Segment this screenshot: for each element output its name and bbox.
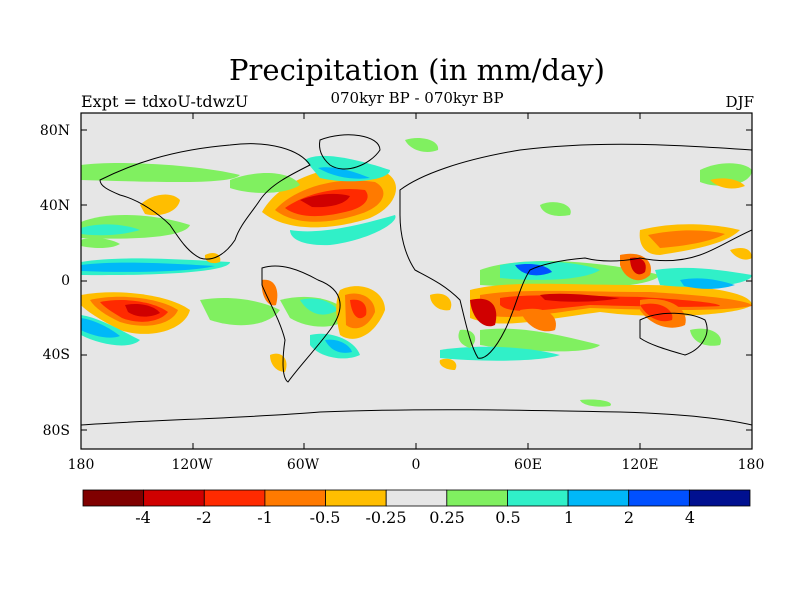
- precip-anomaly-region: [300, 193, 350, 208]
- colorbar-box: [203, 489, 266, 507]
- colorbar-box: [688, 489, 751, 507]
- colorbar-box: [325, 489, 387, 507]
- colorbar-box: [507, 489, 569, 507]
- colorbar-box: [143, 489, 205, 507]
- colorbar-box: [446, 489, 508, 507]
- precip-anomaly-region: [261, 279, 278, 306]
- precip-anomaly-region: [680, 278, 735, 289]
- lon-tick-label: 180: [737, 457, 765, 473]
- precip-anomaly-region: [200, 298, 280, 326]
- coastline: [319, 134, 381, 170]
- precip-anomaly-region: [580, 399, 611, 407]
- precip-anomaly-region: [515, 263, 552, 276]
- lon-tick-label: 120E: [621, 457, 659, 473]
- coastline: [261, 265, 341, 383]
- colorbar-label: -2: [196, 508, 212, 527]
- precip-anomaly-region: [710, 178, 745, 189]
- lon-tick-label: 60E: [513, 457, 543, 473]
- colorbar-box: [628, 489, 690, 507]
- lon-tick-label: 60W: [286, 457, 320, 473]
- precip-anomaly-region: [540, 202, 571, 216]
- precip-anomaly-region: [480, 328, 600, 352]
- lat-tick-label: 80S: [42, 423, 70, 439]
- colorbar-label: -0.25: [365, 508, 407, 527]
- colorbar-box: [385, 489, 448, 507]
- lat-tick-label: 40N: [39, 198, 70, 214]
- colorbar-label: -4: [135, 508, 151, 527]
- colorbar-label: -0.5: [309, 508, 341, 527]
- precip-anomaly-region: [140, 194, 180, 216]
- precip-anomaly-region: [520, 308, 556, 332]
- precip-anomaly-region: [318, 167, 370, 179]
- precip-anomaly-region: [655, 267, 752, 287]
- lon-tick-label: 0: [411, 457, 421, 473]
- precip-anomaly-region: [440, 346, 560, 361]
- precip-anomaly-region: [81, 318, 120, 338]
- precip-anomaly-region: [430, 293, 452, 311]
- precip-anomaly-region: [300, 298, 338, 315]
- colorbar-label: 0.25: [429, 508, 465, 527]
- coastline: [81, 409, 752, 449]
- colorbar-box: [82, 489, 145, 507]
- colorbar-label: 4: [684, 508, 696, 527]
- precip-anomaly-region: [350, 299, 367, 319]
- colorbar-label: 1: [563, 508, 575, 527]
- map-background: [81, 113, 752, 449]
- coastline: [639, 312, 708, 356]
- season-label: DJF: [725, 93, 754, 111]
- colorbar-label: -1: [257, 508, 273, 527]
- coastline: [399, 143, 752, 359]
- precip-anomaly-region: [230, 173, 300, 193]
- precip-anomaly-region: [630, 257, 646, 275]
- precip-anomaly-region: [81, 224, 140, 236]
- precip-anomaly-region: [81, 262, 215, 272]
- plot-title: Precipitation (in mm/day): [229, 53, 605, 87]
- precip-anomaly-region: [648, 230, 725, 248]
- lon-tick-label: 120W: [171, 457, 213, 473]
- precip-anomaly-region: [405, 138, 439, 152]
- precip-anomaly-region: [325, 339, 352, 353]
- colorbar-box: [264, 489, 326, 507]
- precip-anomaly-region: [81, 163, 240, 183]
- precip-anomaly-region: [458, 329, 476, 348]
- experiment-label: Expt = tdxoU-tdwzU: [81, 92, 249, 111]
- colorbar-label: 0.5: [495, 508, 521, 527]
- lat-tick-label: 80N: [39, 123, 70, 139]
- precip-anomaly-region: [540, 293, 620, 302]
- lat-tick-label: 40S: [42, 347, 70, 363]
- colorbar-box: [567, 489, 630, 507]
- precip-anomaly-region: [81, 237, 120, 248]
- precip-anomaly-region: [640, 303, 673, 322]
- colorbar-label: 2: [623, 508, 635, 527]
- coastline: [99, 143, 311, 260]
- precip-anomaly-region: [470, 298, 497, 327]
- precip-anomaly-region: [730, 247, 752, 260]
- lat-tick-label: 0: [61, 273, 70, 289]
- precip-anomaly-region: [290, 215, 396, 246]
- precip-anomaly-region: [125, 303, 160, 317]
- precip-anomaly-region: [270, 353, 287, 372]
- plot-subtitle: 070kyr BP - 070kyr BP: [330, 89, 504, 107]
- lon-tick-label: 180: [67, 457, 95, 473]
- precip-anomaly-region: [439, 358, 457, 370]
- contour-layer: [81, 134, 752, 449]
